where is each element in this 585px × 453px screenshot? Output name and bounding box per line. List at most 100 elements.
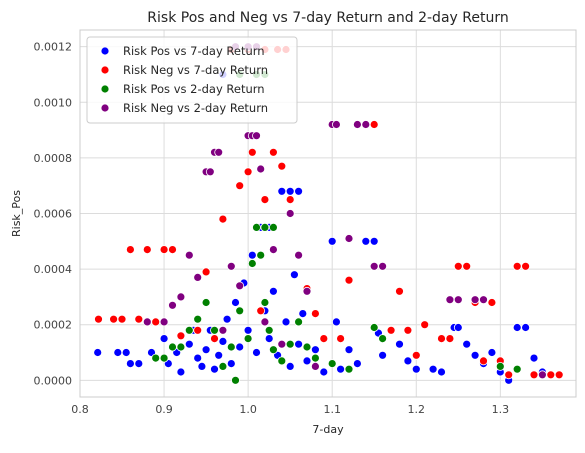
scatter-point	[302, 342, 312, 352]
scatter-point	[159, 334, 169, 344]
scatter-point	[479, 356, 488, 366]
scatter-point	[331, 120, 341, 129]
scatter-point	[319, 334, 329, 344]
scatter-point	[247, 259, 257, 268]
scatter-point	[176, 331, 186, 341]
scatter-point	[168, 300, 177, 310]
scatter-point	[260, 317, 270, 327]
scatter-point	[411, 350, 421, 360]
scatter-point	[445, 334, 455, 344]
scatter-point	[243, 334, 253, 344]
scatter-point	[302, 356, 312, 366]
scatter-point	[285, 209, 295, 218]
scatter-point	[226, 342, 236, 352]
scatter-point	[495, 361, 505, 371]
scatter-point	[420, 320, 430, 330]
scatter-point	[277, 161, 287, 171]
scatter-point	[336, 364, 346, 374]
plot-frame	[79, 29, 577, 398]
scatter-point	[445, 295, 455, 305]
scatter-point	[214, 147, 224, 157]
scatter-point	[268, 345, 278, 355]
scatter-point	[327, 359, 337, 369]
x-tick-label: 1.3	[492, 403, 510, 416]
scatter-point	[235, 342, 245, 352]
scatter-point	[231, 298, 240, 307]
scatter-point	[226, 261, 236, 271]
y-tick-label: 0.0002	[34, 319, 73, 332]
scatter-point	[125, 245, 135, 255]
scatter-point	[142, 245, 152, 255]
scatter-point	[285, 339, 295, 349]
scatter-point	[310, 353, 320, 363]
scatter-point	[243, 325, 253, 335]
scatter-point	[176, 342, 186, 352]
scatter-point	[281, 317, 291, 327]
scatter-point	[285, 361, 295, 371]
chart-title: Risk Pos and Neg vs 7-day Return and 2-d…	[147, 10, 508, 26]
legend-box	[86, 36, 298, 124]
scatter-point	[264, 325, 274, 335]
scatter-point	[344, 234, 354, 243]
scatter-point	[260, 195, 270, 205]
scatter-point	[231, 375, 240, 385]
scatter-point	[453, 295, 463, 305]
scatter-point	[378, 261, 388, 271]
scatter-point	[369, 236, 379, 246]
scatter-point	[151, 317, 161, 327]
scatter-point	[121, 348, 131, 357]
scatter-point	[344, 275, 354, 285]
scatter-point	[361, 236, 371, 246]
scatter-point	[268, 147, 278, 157]
scatter-point	[210, 334, 219, 344]
scatter-point	[159, 317, 169, 327]
scatter-point	[298, 309, 308, 319]
scatter-point	[109, 314, 118, 324]
scatter-point	[294, 250, 304, 260]
scatter-point	[277, 186, 287, 196]
scatter-point	[294, 186, 304, 196]
scatter-point	[411, 364, 421, 374]
scatter-point	[327, 236, 337, 246]
legend-marker	[100, 103, 110, 113]
legend-marker	[100, 84, 110, 94]
scatter-point	[113, 348, 123, 357]
scatter-point	[151, 353, 161, 363]
scatter-point	[336, 334, 346, 344]
scatter-point	[302, 286, 312, 296]
scatter-point	[176, 292, 186, 302]
scatter-point	[264, 334, 274, 344]
scatter-point	[437, 367, 446, 377]
scatter-point	[352, 120, 362, 129]
scatter-point	[546, 370, 556, 380]
y-tick-label: 0.0000	[34, 374, 73, 387]
scatter-point	[470, 350, 480, 360]
scatter-point	[277, 339, 287, 349]
scatter-point	[218, 361, 228, 371]
scatter-point	[378, 334, 388, 344]
scatter-point	[386, 325, 396, 335]
scatter-point	[512, 261, 522, 271]
scatter-point	[521, 261, 530, 271]
scatter-point	[184, 325, 194, 335]
scatter-point	[289, 270, 299, 280]
y-axis-label: Risk_Pos	[10, 190, 23, 237]
scatter-point	[428, 364, 438, 374]
scatter-point	[176, 367, 186, 377]
scatter-point	[504, 370, 514, 380]
scatter-point	[344, 364, 354, 374]
scatter-point	[214, 350, 224, 360]
scatter-point	[168, 245, 177, 255]
scatter-point	[184, 250, 194, 260]
scatter-point	[487, 298, 497, 307]
scatter-point	[378, 350, 388, 360]
scatter-point	[260, 222, 270, 232]
scatter-point	[218, 214, 228, 224]
scatter-point	[252, 348, 261, 357]
scatter-point	[462, 261, 472, 271]
scatter-point	[243, 167, 253, 177]
scatter-point	[395, 339, 404, 349]
scatter-point	[260, 298, 270, 307]
